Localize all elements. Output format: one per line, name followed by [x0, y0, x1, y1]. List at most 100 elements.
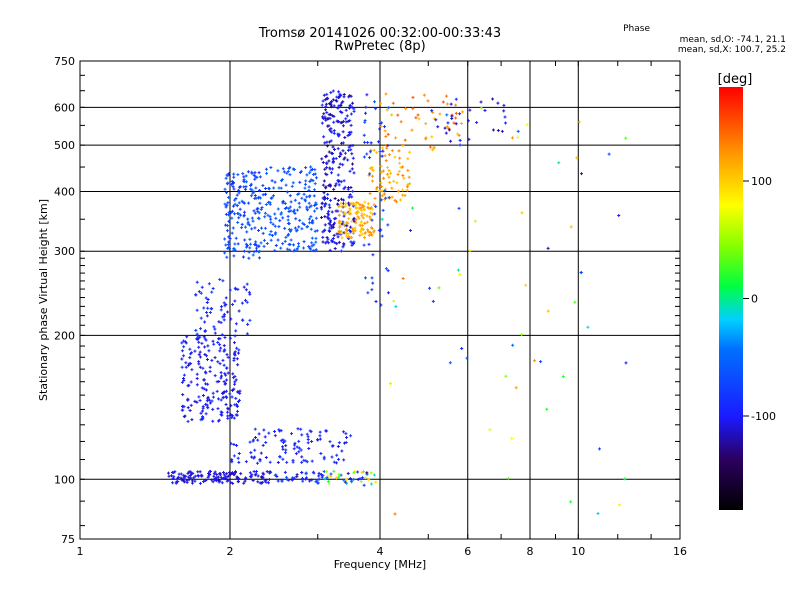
data-point [334, 476, 338, 480]
data-point [410, 206, 414, 210]
data-point [273, 249, 277, 253]
data-point [398, 198, 402, 202]
data-point [216, 407, 220, 411]
data-point [224, 403, 228, 407]
data-point [203, 345, 207, 349]
data-point [300, 196, 304, 200]
data-point [330, 455, 334, 459]
data-point [203, 330, 207, 334]
data-point [176, 476, 180, 480]
data-point [221, 395, 225, 399]
y-axis-label: Stationary phase Virtual Height [km] [37, 199, 50, 401]
data-point [344, 108, 348, 112]
data-point [254, 243, 258, 247]
data-point [372, 148, 376, 152]
data-point [272, 186, 276, 190]
data-point [303, 198, 307, 202]
data-point [376, 140, 380, 144]
data-point [511, 343, 515, 347]
data-point [306, 435, 310, 439]
data-point [342, 458, 346, 462]
data-point [237, 309, 241, 313]
data-point [357, 216, 361, 220]
data-point [371, 169, 375, 173]
data-point [430, 135, 434, 139]
data-point [339, 209, 343, 213]
data-point [262, 244, 266, 248]
data-point [228, 237, 232, 241]
data-point [236, 287, 240, 291]
data-point [300, 471, 304, 475]
data-point [219, 376, 223, 380]
data-point [300, 433, 304, 437]
data-point [253, 171, 257, 175]
data-point [308, 205, 312, 209]
data-point [460, 121, 464, 125]
data-point [263, 435, 267, 439]
data-point [386, 132, 390, 136]
chart-title: Tromsø 20141026 00:32:00-00:33:43 [258, 26, 502, 41]
data-point [279, 211, 283, 215]
data-point [238, 207, 242, 211]
data-point [316, 481, 320, 485]
data-point [345, 477, 349, 481]
data-point [208, 311, 212, 315]
data-point [234, 197, 238, 201]
data-point [242, 175, 246, 179]
data-point [184, 361, 188, 365]
data-point [315, 206, 319, 210]
data-point [206, 344, 210, 348]
data-point [319, 473, 323, 477]
data-point [374, 480, 378, 484]
data-point [342, 92, 346, 96]
colorbar-ticks: 100 0 -100 [743, 175, 776, 423]
data-point [181, 377, 185, 381]
data-point [331, 89, 335, 93]
data-point [196, 470, 200, 474]
data-point [338, 224, 342, 228]
data-point [244, 187, 248, 191]
data-point [367, 242, 371, 246]
data-point [228, 288, 232, 292]
data-point [325, 144, 329, 148]
data-point [208, 473, 212, 477]
data-point [167, 474, 171, 478]
data-point [406, 183, 410, 187]
data-point [336, 209, 340, 213]
data-point [437, 286, 441, 290]
data-point [222, 390, 226, 394]
data-point [372, 473, 376, 477]
data-point [314, 202, 318, 206]
data-point [267, 187, 271, 191]
data-point [304, 472, 308, 476]
data-point [255, 461, 259, 465]
data-point [285, 247, 289, 251]
data-point [244, 185, 248, 189]
data-point [271, 222, 275, 226]
colorbar [719, 87, 743, 510]
data-point [383, 154, 387, 158]
data-point [280, 478, 284, 482]
data-point [354, 211, 358, 215]
data-point [379, 303, 383, 307]
data-point [240, 226, 244, 230]
data-point [532, 359, 536, 363]
data-point [325, 92, 329, 96]
data-point [259, 208, 263, 212]
data-point [580, 172, 584, 176]
data-point [198, 365, 202, 369]
data-point [332, 131, 336, 135]
data-point [256, 438, 260, 442]
data-point [206, 405, 210, 409]
data-point [236, 479, 240, 483]
data-point [200, 386, 204, 390]
data-point [323, 195, 327, 199]
data-point [230, 414, 234, 418]
data-point [334, 461, 338, 465]
data-point [454, 103, 458, 107]
data-point [443, 126, 447, 130]
data-point [188, 356, 192, 360]
data-point [296, 192, 300, 196]
data-point [166, 471, 170, 475]
data-point [198, 481, 202, 485]
